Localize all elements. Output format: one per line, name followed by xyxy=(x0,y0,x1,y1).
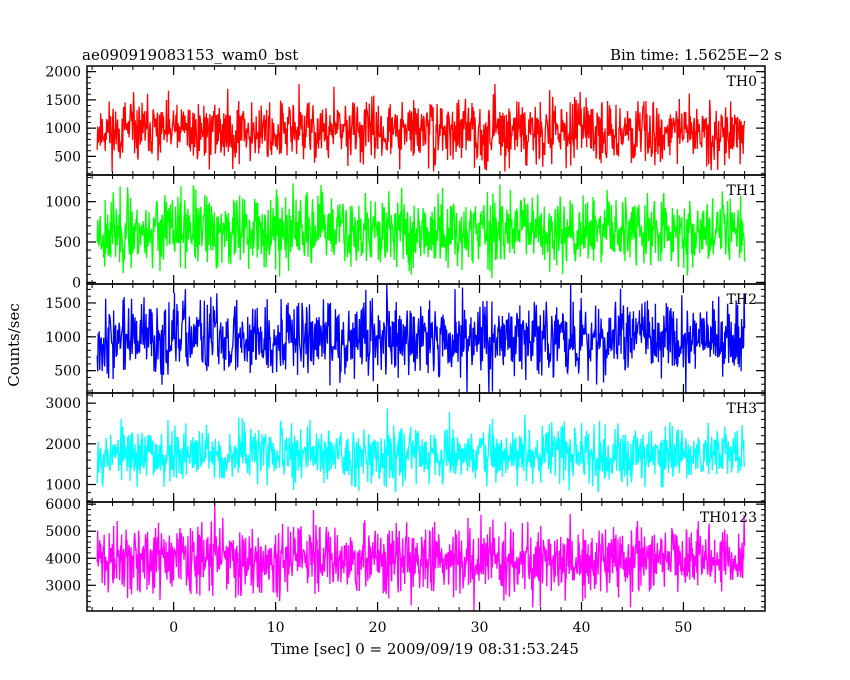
y-tick-label: 1500 xyxy=(45,296,81,312)
bin-time-label: Bin time: 1.5625E−2 s xyxy=(610,46,782,64)
y-tick-label: 2000 xyxy=(45,65,81,81)
x-tick-label: 40 xyxy=(573,620,591,636)
panel-th1: 0 500 1000 TH1 xyxy=(45,174,766,291)
series-label-th0123: TH0123 xyxy=(700,510,757,526)
series-label-th3: TH3 xyxy=(727,401,757,417)
y-tick-label: 500 xyxy=(54,364,81,380)
panel-th3: 1000 2000 3000 TH3 xyxy=(45,392,766,503)
x-tick-label: 30 xyxy=(471,620,489,636)
series-label-th2: TH2 xyxy=(727,292,757,308)
series-line-th2 xyxy=(96,283,746,394)
y-tick-label: 1000 xyxy=(45,478,81,494)
x-tick-label: 20 xyxy=(369,620,387,636)
y-axis-label: Counts/sec xyxy=(5,303,23,387)
y-tick-label: 1500 xyxy=(45,93,81,109)
y-tick-label: 1000 xyxy=(45,195,81,211)
y-tick-label: 1000 xyxy=(45,330,81,346)
y-tick-label: 5000 xyxy=(45,524,81,540)
panels-group: 500100015002000TH005001000TH150010001500… xyxy=(45,65,766,636)
y-tick-label: 500 xyxy=(54,235,81,251)
panel-th2: 500 1000 1500 TH2 xyxy=(45,283,766,394)
y-tick-label: 6000 xyxy=(45,497,81,513)
y-tick-label: 1000 xyxy=(45,121,81,137)
y-tick-label: 3000 xyxy=(45,396,81,412)
y-tick-label: 4000 xyxy=(45,551,81,567)
y-tick-label: 2000 xyxy=(45,437,81,453)
panel-th0123: 3000 4000 5000 6000 TH0123 xyxy=(45,497,766,612)
panel-frame xyxy=(86,501,766,612)
x-tick-label: 50 xyxy=(675,620,693,636)
series-line-th1 xyxy=(96,183,746,279)
x-axis-label: Time [sec] 0 = 2009/09/19 08:31:53.245 xyxy=(271,640,579,658)
series-line-th0123 xyxy=(96,501,746,612)
chart-title: ae090919083153_wam0_bst xyxy=(82,46,298,64)
series-label-th1: TH1 xyxy=(727,183,757,199)
x-tick-label: 10 xyxy=(267,620,285,636)
y-tick-label: 500 xyxy=(54,149,81,165)
x-tick-label: 0 xyxy=(169,620,178,636)
series-label-th0: TH0 xyxy=(727,74,757,90)
panel-th0: 500 1000 1500 2000 TH0 xyxy=(45,65,766,176)
y-tick-label: 0 xyxy=(72,275,81,291)
y-tick-label: 3000 xyxy=(45,578,81,594)
series-line-th3 xyxy=(96,408,746,493)
series-line-th0 xyxy=(96,83,746,172)
